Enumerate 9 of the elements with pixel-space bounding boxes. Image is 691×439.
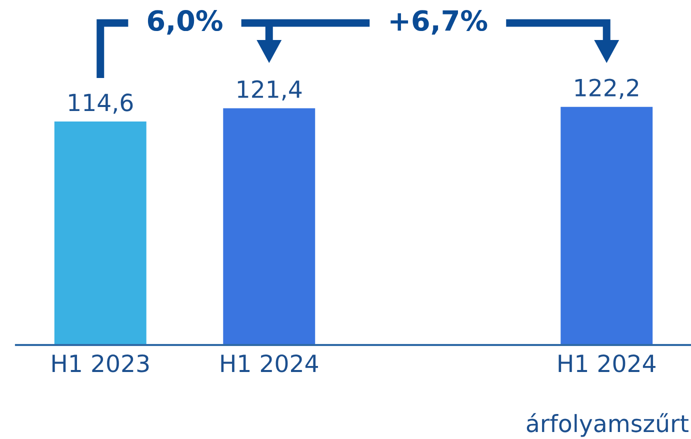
- x-tick-label: H1 2023: [52, 354, 149, 372]
- data-label: 121,4: [238, 80, 302, 101]
- text: +6,7%: [390, 10, 488, 35]
- x-tick-label: H1 2024: [558, 354, 656, 372]
- data-label: 114,6: [69, 94, 133, 114]
- data-label: 122,2: [575, 78, 638, 99]
- x-tick-label: H1 2024: [221, 354, 318, 372]
- text: árfolyamszűrt: [526, 413, 688, 437]
- text: 6,0%: [148, 10, 222, 35]
